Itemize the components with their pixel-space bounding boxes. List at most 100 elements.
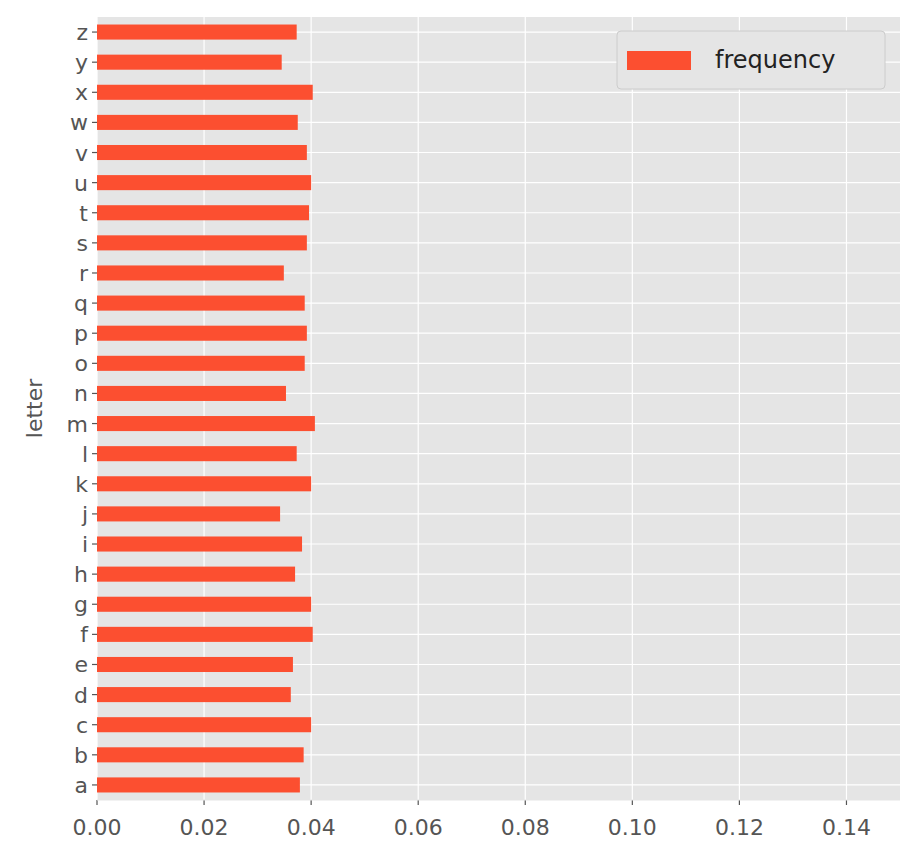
tick-mark [92,92,97,93]
category-label: a [75,773,88,798]
tick-mark [92,784,97,785]
tick-label: 0.10 [608,815,657,840]
legend-box [617,31,885,89]
tick-mark [96,800,97,805]
bar [97,145,307,160]
tick-mark [92,212,97,213]
tick-mark [92,31,97,32]
bar [97,476,311,491]
chart-root: 0.000.020.040.060.080.100.120.14abcdefgh… [0,0,917,858]
tick-mark [92,574,97,575]
category-label: r [79,261,89,286]
category-label: i [82,532,88,557]
tick-mark [92,453,97,454]
tick-label: 0.14 [822,815,871,840]
bar [97,55,282,70]
tick-label: 0.00 [73,815,122,840]
tick-mark [739,800,740,805]
tick-mark [92,724,97,725]
bar [97,235,307,250]
category-label: j [81,502,88,527]
tick-mark [92,664,97,665]
tick-mark [92,513,97,514]
tick-mark [92,122,97,123]
tick-mark [92,152,97,153]
bars [97,25,315,793]
category-label: v [75,141,88,166]
category-label: w [70,110,88,135]
tick-mark [92,242,97,243]
y-axis-label: letter [22,378,47,438]
bar [97,205,309,220]
category-label: p [74,321,88,346]
bar [97,567,295,582]
tick-mark [92,333,97,334]
category-label: d [74,683,88,708]
category-label: l [82,442,88,467]
category-label: f [80,622,89,647]
bar [97,416,315,431]
tick-mark [92,423,97,424]
bar [97,717,311,732]
bar [97,386,286,401]
bar [97,506,280,521]
tick-label: 0.06 [394,815,443,840]
tick-mark [92,182,97,183]
grid-line [203,17,204,800]
bar [97,115,298,130]
tick-mark [92,604,97,605]
bar [97,265,284,280]
tick-label: 0.02 [180,815,229,840]
category-label: s [77,231,88,256]
bar [97,85,313,100]
category-label: g [74,592,88,617]
bar [97,446,297,461]
category-label: t [79,201,88,226]
tick-label: 0.12 [715,815,764,840]
grid-line [96,17,97,800]
category-label: x [75,80,88,105]
grid-line [418,17,419,800]
category-label: z [76,20,88,45]
tick-mark [92,543,97,544]
tick-mark [203,800,204,805]
bar [97,687,291,702]
tick-mark [92,393,97,394]
bar [97,597,311,612]
x-axis-line [97,800,900,801]
category-label: m [67,412,88,437]
bar [97,296,305,311]
category-label: q [74,291,88,316]
grid-line [525,17,526,800]
tick-mark [311,800,312,805]
chart: 0.000.020.040.060.080.100.120.14abcdefgh… [0,0,917,858]
tick-mark [92,483,97,484]
bar [97,356,305,371]
bar [97,627,313,642]
tick-mark [418,800,419,805]
tick-mark [846,800,847,805]
tick-mark [92,272,97,273]
tick-mark [525,800,526,805]
category-label: n [74,381,88,406]
category-label: y [75,50,88,75]
tick-mark [92,62,97,63]
tick-mark [632,800,633,805]
tick-mark [92,634,97,635]
bar [97,657,293,672]
bar [97,25,297,40]
tick-mark [92,363,97,364]
legend: frequency [617,31,885,89]
legend-label: frequency [715,46,835,74]
grid-line [846,17,847,800]
tick-mark [92,302,97,303]
plot-background [97,17,900,800]
tick-label: 0.08 [501,815,550,840]
category-label: e [74,652,88,677]
category-label: c [76,713,88,738]
category-label: u [74,171,88,196]
category-label: k [75,472,88,497]
tick-mark [92,754,97,755]
category-label: b [74,743,88,768]
bar [97,175,311,190]
